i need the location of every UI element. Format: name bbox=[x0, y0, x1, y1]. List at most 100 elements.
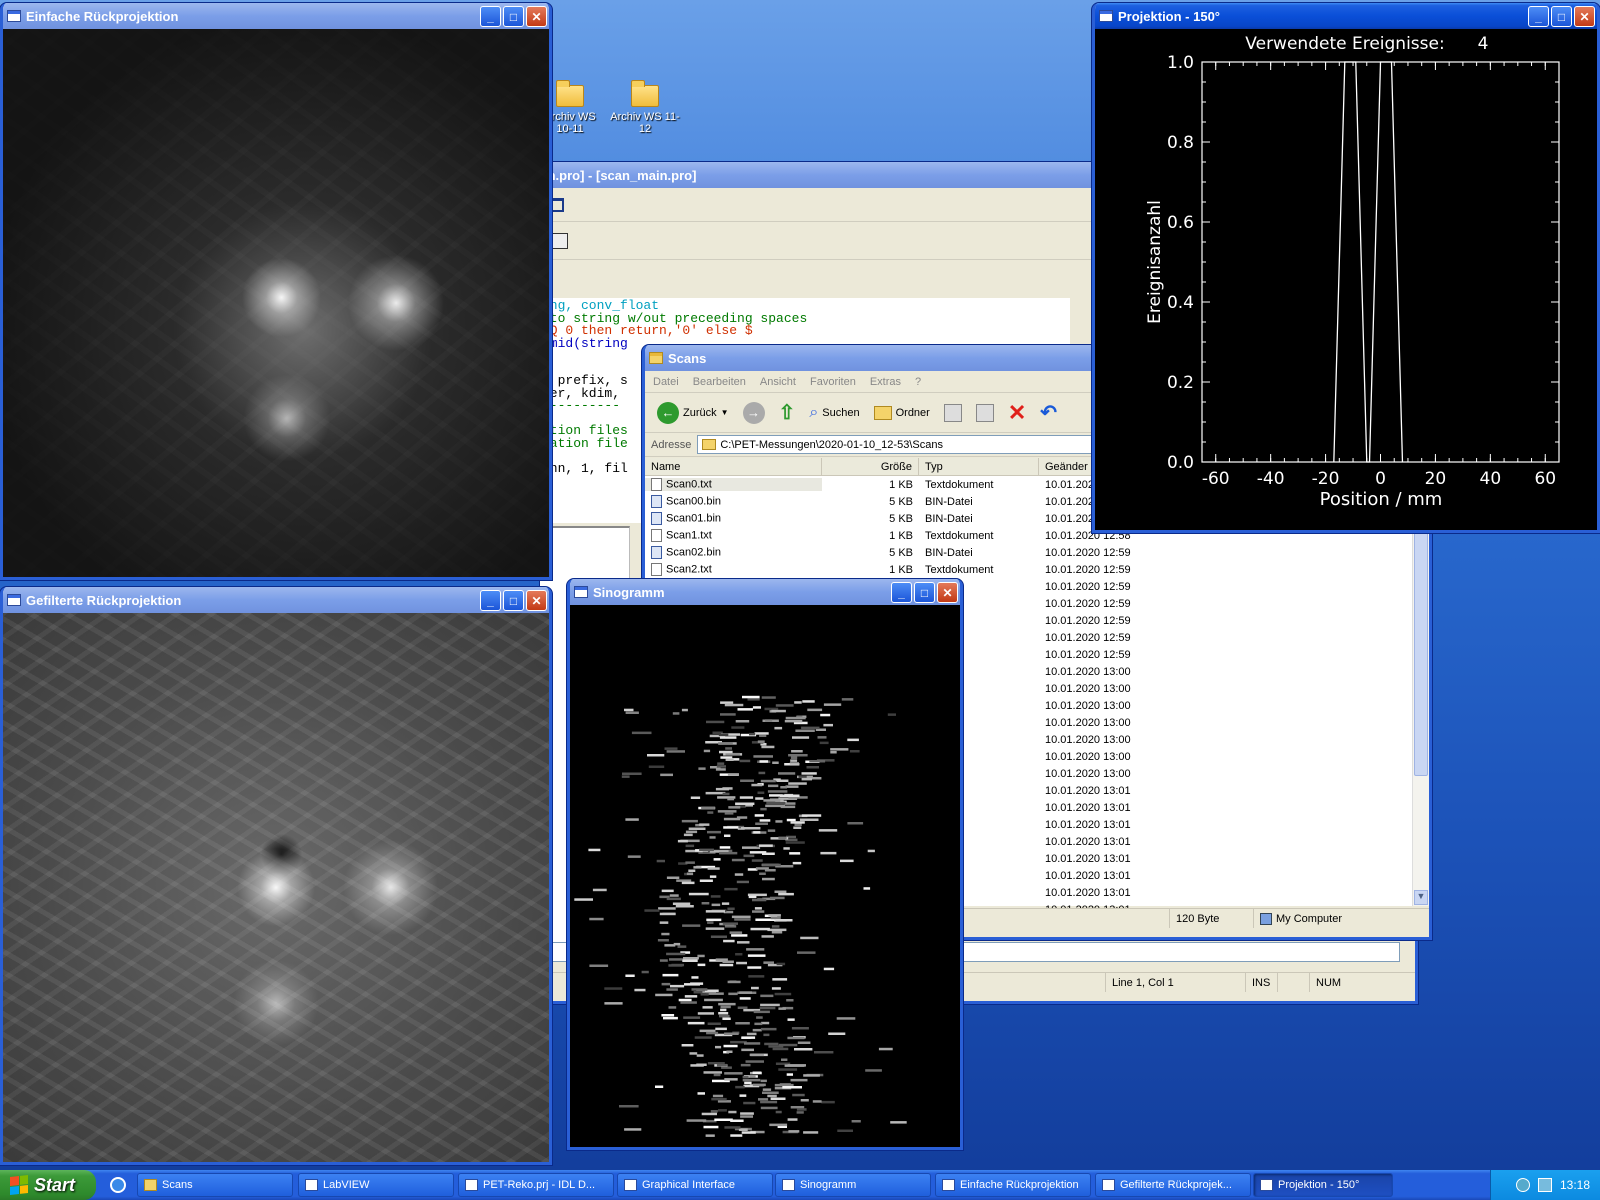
maximize-button[interactable]: □ bbox=[1551, 6, 1572, 27]
taskbar-item[interactable]: Gefilterte Rückprojek... bbox=[1095, 1173, 1251, 1197]
file-date-cell: 10.01.2020 12:59 bbox=[1045, 648, 1131, 661]
forward-button[interactable]: → bbox=[739, 400, 769, 426]
menu-item[interactable]: Favoriten bbox=[809, 375, 856, 388]
sinogram-speck bbox=[699, 823, 710, 826]
close-button[interactable]: ✕ bbox=[1574, 6, 1595, 27]
table-row[interactable]: Scan00.bin 5 KB BIN-Datei 10.01.202 bbox=[645, 493, 1429, 510]
folders-button[interactable]: Ordner bbox=[870, 404, 934, 422]
sinogram-speck bbox=[830, 751, 837, 754]
sinogram-speck bbox=[754, 814, 764, 817]
sinogram-speck bbox=[761, 935, 774, 938]
table-row[interactable]: Scan02.bin 5 KB BIN-Datei 10.01.2020 12:59 bbox=[645, 544, 1429, 561]
menu-item[interactable]: Ansicht bbox=[759, 375, 796, 388]
sinogram-speck bbox=[764, 707, 779, 711]
debug-icon[interactable] bbox=[550, 232, 568, 249]
sinogram-speck bbox=[723, 817, 741, 821]
sinogram-speck bbox=[797, 951, 816, 954]
sinogram-speck bbox=[817, 736, 827, 739]
sinogram-speck bbox=[729, 758, 740, 761]
back-button[interactable]: ← Zurück ▼ bbox=[653, 400, 733, 426]
taskbar-item[interactable]: Einfache Rückprojektion bbox=[935, 1173, 1091, 1197]
column-type[interactable]: Typ bbox=[919, 458, 1039, 475]
sinogram-speck bbox=[664, 747, 678, 750]
close-button[interactable]: ✕ bbox=[526, 6, 547, 27]
sinogram-speck bbox=[797, 1041, 811, 1044]
sinogram-speck bbox=[731, 934, 748, 937]
sinogram-speck bbox=[718, 1109, 727, 1112]
start-button[interactable]: Start bbox=[0, 1170, 96, 1200]
sinogram-speck bbox=[775, 1110, 782, 1114]
sinogram-plot bbox=[574, 695, 907, 1137]
sinogram-speck bbox=[794, 1048, 813, 1051]
table-row[interactable]: Scan2.txt 1 KB Textdokument 10.01.2020 12:5… bbox=[645, 561, 1429, 578]
sinogram-speck bbox=[669, 894, 679, 897]
minimize-button[interactable]: _ bbox=[891, 582, 912, 603]
taskbar-item[interactable]: Graphical Interface bbox=[617, 1173, 773, 1197]
address-label: Adresse bbox=[651, 438, 692, 451]
sinogram-speck bbox=[666, 952, 686, 956]
maximize-button[interactable]: □ bbox=[914, 582, 935, 603]
projektion-titlebar[interactable]: Projektion - 150° _ □ ✕ bbox=[1095, 3, 1597, 29]
table-row[interactable]: Scan0.txt 1 KB Textdokument 10.01.202 bbox=[645, 476, 1429, 493]
minimize-button[interactable]: _ bbox=[480, 590, 501, 611]
taskbar-item[interactable]: Sinogramm bbox=[775, 1173, 931, 1197]
window-icon bbox=[1260, 1179, 1273, 1191]
sinogram-speck bbox=[745, 804, 753, 807]
scroll-down-icon[interactable]: ▼ bbox=[1414, 890, 1428, 905]
bin-file-icon bbox=[651, 495, 662, 508]
menu-item[interactable]: Extras bbox=[869, 375, 902, 388]
ie-quicklaunch-icon[interactable] bbox=[110, 1177, 126, 1193]
taskbar-item[interactable]: LabVIEW bbox=[298, 1173, 454, 1197]
file-type-cell: Textdokument bbox=[925, 563, 994, 576]
column-name[interactable]: Name bbox=[645, 458, 822, 475]
gefiltert-titlebar[interactable]: Gefilterte Rückprojektion _ □ ✕ bbox=[3, 587, 549, 613]
sinogram-speck bbox=[763, 1033, 770, 1037]
sinogram-speck bbox=[723, 910, 734, 914]
y-tick-label: 0.8 bbox=[1167, 133, 1194, 153]
undo-button[interactable]: ↶ bbox=[1036, 398, 1061, 427]
taskbar-item[interactable]: Scans bbox=[137, 1173, 293, 1197]
maximize-button[interactable]: □ bbox=[503, 6, 524, 27]
clock[interactable]: 13:18 bbox=[1559, 1178, 1590, 1192]
maximize-button[interactable]: □ bbox=[503, 590, 524, 611]
sinogram-speck bbox=[743, 1101, 756, 1105]
sinogram-speck bbox=[752, 1071, 762, 1074]
einfach-titlebar[interactable]: Einfache Rückprojektion _ □ ✕ bbox=[3, 3, 549, 29]
move-to-button[interactable] bbox=[940, 402, 966, 424]
sinogram-speck bbox=[709, 850, 729, 853]
sinogram-speck bbox=[724, 925, 737, 928]
sinogram-speck bbox=[657, 939, 669, 942]
menu-item[interactable]: ? bbox=[915, 375, 922, 388]
taskbar-item[interactable]: Projektion - 150° bbox=[1253, 1173, 1393, 1197]
search-button[interactable]: ⌕ Suchen bbox=[809, 403, 860, 421]
close-button[interactable]: ✕ bbox=[937, 582, 958, 603]
sinogram-speck bbox=[758, 771, 766, 775]
desktop-icon-archiv-ws-10-11[interactable]: Archiv WS 10-11 bbox=[535, 80, 605, 135]
scroll-thumb[interactable] bbox=[1414, 496, 1428, 776]
taskbar-item[interactable]: PET-Reko.prj - IDL D... bbox=[458, 1173, 614, 1197]
sinogram-speck bbox=[740, 1115, 753, 1118]
close-button[interactable]: ✕ bbox=[526, 590, 547, 611]
table-row[interactable]: Scan01.bin 5 KB BIN-Datei 10.01.202 bbox=[645, 510, 1429, 527]
column-size[interactable]: Größe bbox=[822, 458, 919, 475]
copy-to-button[interactable] bbox=[972, 402, 998, 424]
minimize-button[interactable]: _ bbox=[480, 6, 501, 27]
menu-item[interactable]: Bearbeiten bbox=[692, 375, 746, 388]
sinogram-speck bbox=[693, 991, 703, 994]
sinogram-speck bbox=[683, 1016, 701, 1019]
desktop-icon-archiv-ws-11-12[interactable]: Archiv WS 11-12 bbox=[610, 80, 680, 135]
sinogram-speck bbox=[659, 959, 668, 962]
window-title: Projektion - 150° bbox=[1118, 8, 1221, 24]
tray-icon[interactable] bbox=[1515, 1178, 1530, 1192]
gefiltert-image bbox=[3, 613, 549, 1162]
sinogram-speck bbox=[776, 779, 789, 782]
delete-button[interactable]: ✕ bbox=[1004, 398, 1030, 428]
menu-item[interactable]: Datei bbox=[653, 375, 679, 388]
y-tick-label: 1.0 bbox=[1167, 53, 1194, 73]
sinogramm-titlebar[interactable]: Sinogramm _ □ ✕ bbox=[570, 579, 960, 605]
sinogram-speck bbox=[680, 1001, 697, 1004]
vertical-scrollbar[interactable]: ▼ bbox=[1412, 476, 1429, 906]
up-folder-button[interactable]: ⇧ bbox=[775, 398, 800, 427]
minimize-button[interactable]: _ bbox=[1528, 6, 1549, 27]
tray-icon[interactable] bbox=[1537, 1178, 1552, 1192]
